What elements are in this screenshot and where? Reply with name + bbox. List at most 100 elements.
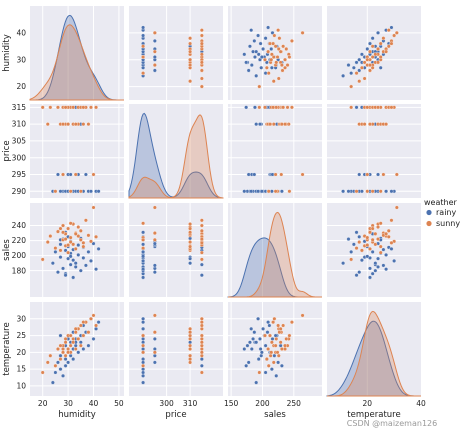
point-rainy [141, 370, 146, 375]
point-sunny [199, 84, 204, 89]
point-sunny [370, 226, 375, 231]
point-rainy [341, 189, 346, 194]
point-sunny [271, 360, 276, 365]
point-rainy [141, 347, 146, 351]
panel-humidity-vs-sales [228, 6, 322, 100]
point-rainy [141, 267, 146, 272]
point-sunny [376, 60, 381, 65]
point-sunny [61, 172, 66, 177]
y-tick-sales: 240 [12, 221, 27, 230]
point-sunny [53, 363, 58, 368]
point-sunny [273, 44, 278, 49]
point-sunny [279, 63, 284, 68]
point-sunny [199, 237, 204, 242]
point-sunny [141, 333, 146, 338]
point-sunny [188, 57, 193, 62]
point-sunny [199, 228, 204, 233]
point-sunny [81, 240, 86, 245]
point-rainy [152, 336, 157, 341]
point-rainy [276, 360, 281, 365]
point-sunny [381, 36, 386, 41]
point-sunny [199, 370, 204, 375]
point-sunny [269, 350, 274, 355]
point-rainy [141, 230, 146, 235]
point-rainy [367, 266, 372, 271]
point-sunny [188, 343, 193, 348]
point-rainy [257, 336, 262, 341]
point-sunny [141, 55, 146, 60]
point-rainy [141, 254, 146, 259]
point-rainy [269, 46, 274, 51]
point-sunny [88, 239, 93, 244]
kde-sunny-sales [228, 211, 322, 298]
y-axis-label-sales: sales [2, 239, 12, 261]
point-sunny [370, 237, 375, 242]
point-sunny [285, 105, 290, 110]
point-sunny [45, 122, 50, 127]
point-rainy [242, 347, 247, 351]
y-tick-price: 310 [12, 120, 27, 129]
point-rainy [263, 343, 268, 348]
point-rainy [365, 46, 370, 51]
point-sunny [365, 105, 370, 110]
point-sunny [272, 33, 277, 38]
point-sunny [61, 122, 66, 127]
point-sunny [277, 36, 282, 41]
point-sunny [48, 105, 53, 110]
point-sunny [61, 223, 66, 228]
panel-background [129, 6, 223, 100]
point-sunny [141, 44, 146, 49]
point-sunny [63, 237, 68, 242]
point-sunny [378, 221, 383, 226]
point-sunny [199, 320, 204, 325]
point-rainy [258, 41, 263, 46]
point-sunny [268, 333, 272, 338]
point-sunny [40, 257, 45, 262]
point-rainy [247, 340, 252, 345]
point-sunny [55, 105, 60, 110]
point-sunny [266, 189, 271, 194]
x-tick-price: 310 [183, 399, 198, 408]
panel-background [228, 203, 322, 297]
point-rainy [78, 340, 83, 345]
point-sunny [199, 347, 204, 351]
point-rainy [354, 230, 359, 235]
point-sunny [349, 257, 354, 262]
legend-marker-rainy [426, 209, 432, 216]
point-sunny [68, 333, 73, 338]
watermark: CSDN @maizeman126 [347, 419, 437, 428]
point-rainy [341, 73, 346, 78]
point-rainy [53, 370, 58, 375]
kde-rainy-price [128, 112, 224, 199]
point-sunny [76, 225, 81, 230]
point-sunny [370, 65, 375, 70]
point-sunny [268, 122, 272, 127]
y-axis-label-humidity: humidity [2, 34, 12, 72]
panel-price-vs-price [128, 104, 224, 199]
point-sunny [386, 28, 391, 33]
point-rainy [76, 350, 81, 355]
point-sunny [81, 320, 86, 325]
point-sunny [66, 226, 71, 231]
point-sunny [199, 323, 204, 328]
point-sunny [264, 65, 269, 70]
point-rainy [389, 25, 394, 30]
point-rainy [370, 249, 375, 254]
point-sunny [281, 44, 286, 49]
point-rainy [269, 65, 274, 70]
point-rainy [71, 357, 76, 362]
point-rainy [389, 189, 394, 194]
point-rainy [249, 28, 254, 33]
point-rainy [346, 63, 351, 68]
point-sunny [68, 343, 73, 348]
point-rainy [53, 249, 58, 254]
point-sunny [300, 30, 305, 35]
point-rainy [370, 271, 375, 276]
point-rainy [256, 189, 261, 194]
point-sunny [94, 323, 99, 328]
point-sunny [81, 244, 86, 249]
point-sunny [365, 57, 370, 62]
point-sunny [141, 71, 146, 76]
